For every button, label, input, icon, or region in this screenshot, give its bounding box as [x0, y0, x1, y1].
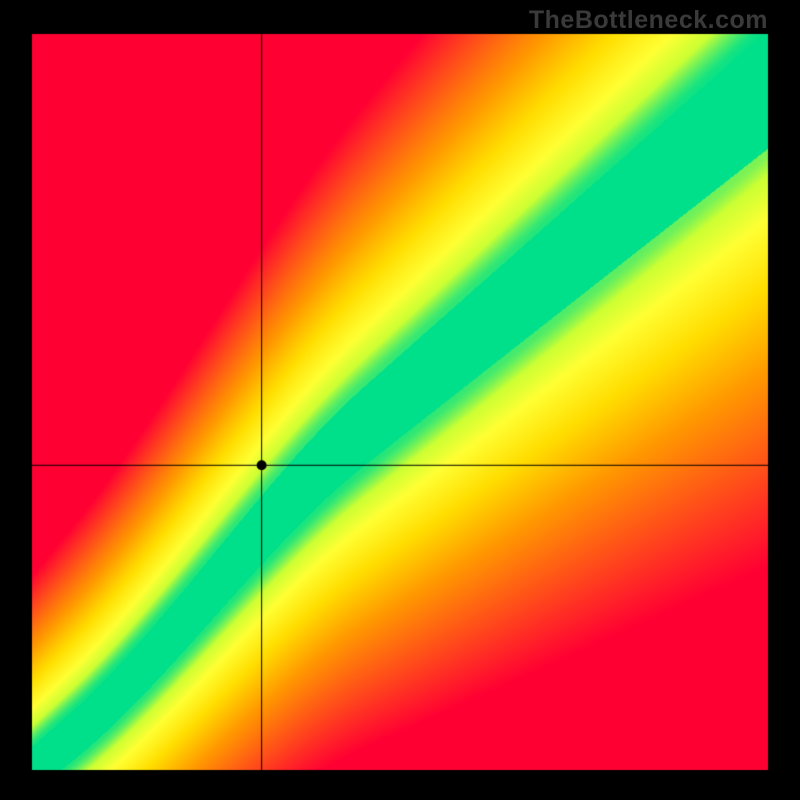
watermark-text: TheBottleneck.com: [529, 6, 768, 35]
bottleneck-heatmap: [0, 0, 800, 800]
